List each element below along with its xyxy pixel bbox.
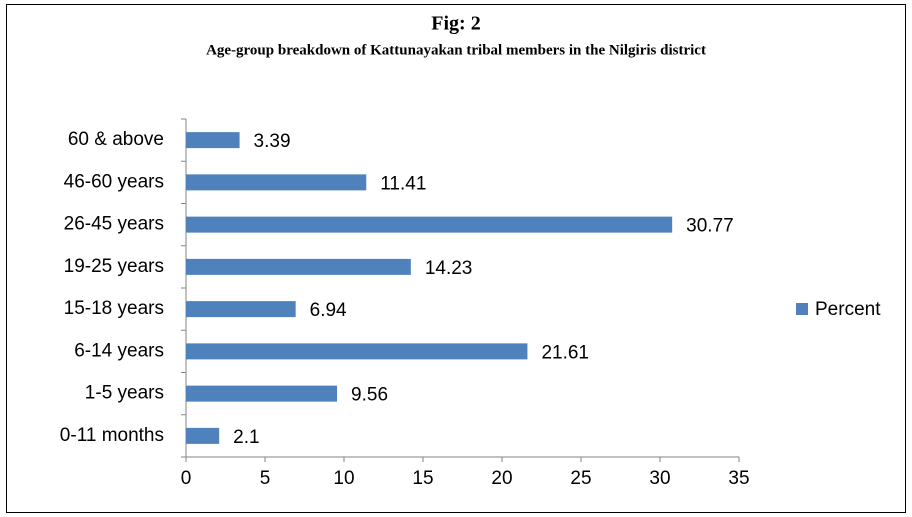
bar <box>186 385 338 402</box>
x-tick-label: 15 <box>412 468 433 489</box>
x-tick-label: 20 <box>491 468 512 489</box>
chart-subtitle: Age-group breakdown of Kattunayakan trib… <box>206 42 706 58</box>
value-label: 14.23 <box>425 258 473 279</box>
legend-swatch <box>796 303 808 315</box>
bar <box>186 216 673 233</box>
bar <box>186 343 528 360</box>
legend-label: Percent <box>815 299 881 320</box>
value-label: 6.94 <box>310 300 347 321</box>
value-label: 30.77 <box>686 216 734 237</box>
x-tick-label: 10 <box>333 468 354 489</box>
bar <box>186 427 220 444</box>
y-tick-label: 60 & above <box>68 129 164 150</box>
x-tick-label: 0 <box>181 468 192 489</box>
x-tick-label: 35 <box>728 468 749 489</box>
y-tick-label: 1-5 years <box>85 383 164 404</box>
x-tick-label: 25 <box>570 468 591 489</box>
y-tick-label: 0-11 months <box>60 425 164 446</box>
bar <box>186 174 367 191</box>
x-tick-label: 30 <box>649 468 670 489</box>
value-label: 11.41 <box>380 173 426 194</box>
value-label: 3.39 <box>254 131 291 152</box>
value-label: 21.61 <box>541 342 589 363</box>
bar <box>186 301 296 318</box>
y-tick-label: 6-14 years <box>74 340 164 361</box>
value-label: 9.56 <box>351 385 388 406</box>
bar <box>186 132 240 149</box>
bar <box>186 258 411 275</box>
x-tick-label: 5 <box>260 468 271 489</box>
y-tick-label: 19-25 years <box>64 256 164 277</box>
chart-border <box>6 4 906 513</box>
value-label: 2.1 <box>233 427 259 448</box>
y-tick-label: 46-60 years <box>64 171 164 192</box>
chart-title: Fig: 2 <box>431 13 480 35</box>
y-tick-label: 26-45 years <box>64 214 164 235</box>
y-tick-label: 15-18 years <box>64 298 164 319</box>
